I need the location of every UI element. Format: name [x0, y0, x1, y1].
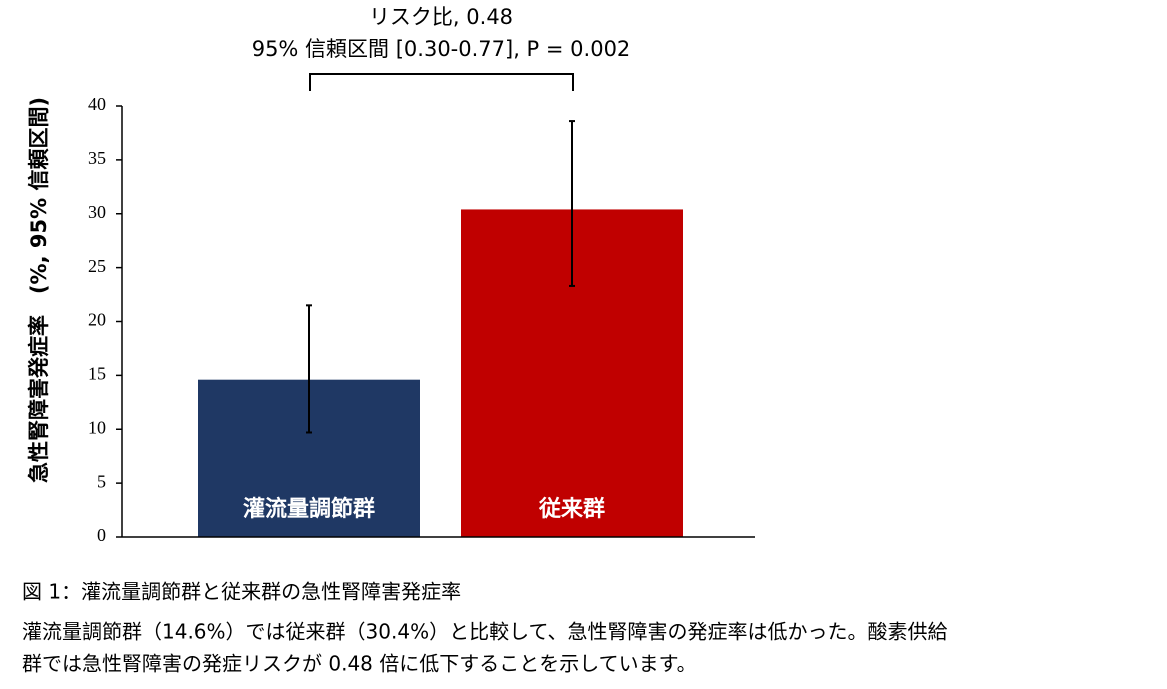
- y-tick-label: 20: [88, 310, 106, 330]
- y-tick-label: 25: [88, 256, 106, 276]
- category-label: 灌流量調節群: [243, 496, 375, 522]
- annotation: リスク比, 0.48: [369, 5, 513, 29]
- caption-line: 灌流量調節群（14.6%）では従来群（30.4%）と比較して、急性腎障害の発症率…: [22, 620, 947, 644]
- y-tick-label: 40: [88, 94, 106, 114]
- y-axis-label: 急性腎障害発症率 (%, 95% 信頼区間): [27, 97, 51, 483]
- y-tick-label: 10: [88, 417, 106, 437]
- y-tick-label: 5: [97, 471, 106, 491]
- caption-title: 図 1：灌流量調節群と従来群の急性腎障害発症率: [22, 580, 461, 604]
- bracket: [309, 73, 574, 91]
- caption-line: 群では急性腎障害の発症リスクが 0.48 倍に低下することを示しています。: [22, 652, 697, 676]
- y-tick-label: 30: [88, 202, 106, 222]
- annotation: 95% 信頼区間 [0.30-0.77], P = 0.002: [252, 37, 631, 61]
- y-tick-label: 0: [97, 525, 106, 545]
- y-tick-label: 35: [88, 148, 106, 168]
- category-label: 従来群: [538, 496, 605, 522]
- y-tick-label: 15: [88, 364, 106, 384]
